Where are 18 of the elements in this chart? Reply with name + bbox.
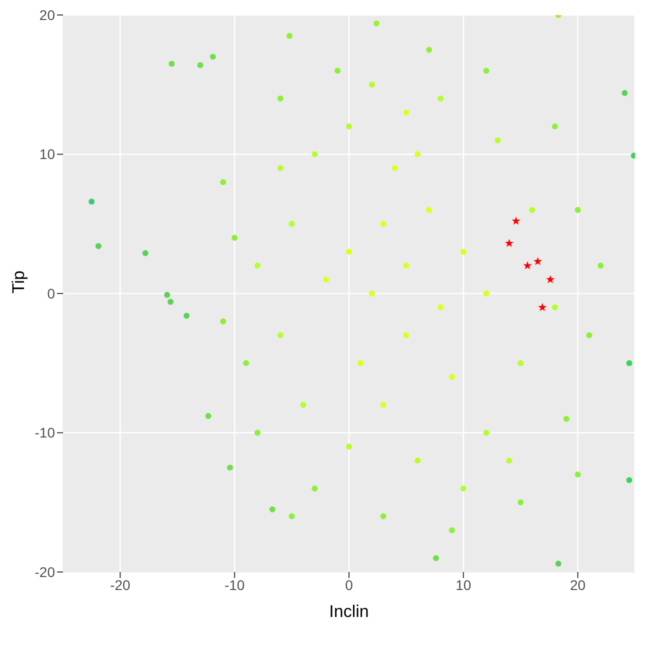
x-tick-label: 10 [456,576,472,593]
x-tick-label: 0 [345,576,354,593]
point [546,275,555,284]
point [538,302,547,312]
x-tick-label: -20 [110,576,131,593]
y-tick-label: -20 [34,564,56,580]
y-tick-label: -10 [34,424,56,441]
y-tick-label: 20 [39,6,56,23]
y-tick-label: 0 [47,285,56,302]
point [512,216,520,225]
x-tick-label: -10 [224,576,245,593]
y-axis-title: Tip [9,270,28,294]
point [504,238,514,248]
x-axis-title: Inclin [329,602,369,621]
point [533,256,542,266]
point [523,261,532,270]
y-tick-label: 10 [39,146,56,162]
x-tick-label: 20 [570,576,586,593]
